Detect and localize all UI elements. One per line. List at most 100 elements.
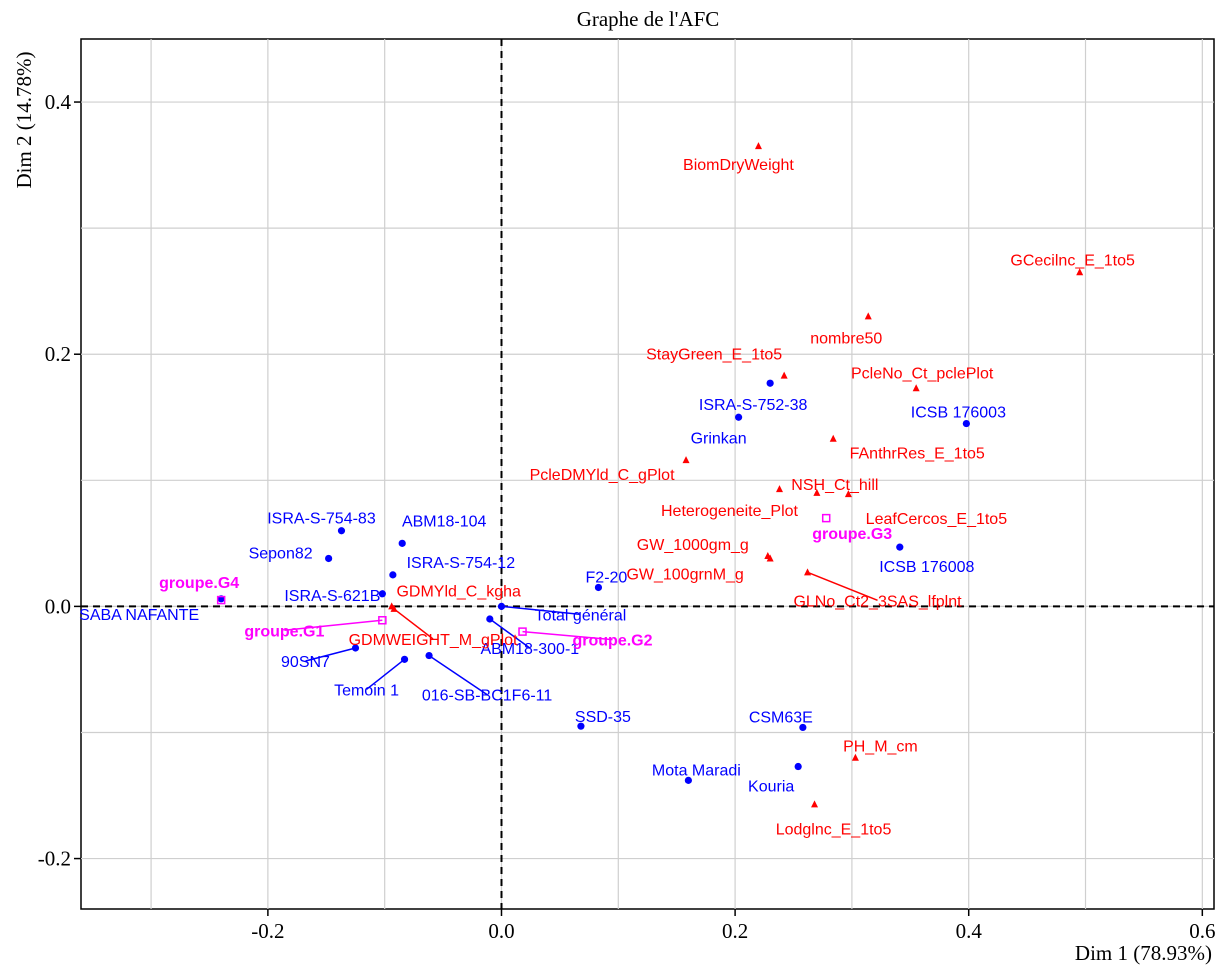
point-fanthrres-e-1to5: [829, 434, 837, 442]
label-pcleno-ct-pcleplot: PcleNo_Ct_pclePlot: [851, 365, 994, 382]
point-lodglnc-e-1to5: [811, 800, 819, 808]
x-tick-label: 0.0: [488, 919, 514, 943]
label-isra-s-754-12: ISRA-S-754-12: [407, 555, 516, 572]
label-groupe-g4: groupe.G4: [159, 575, 239, 592]
label-csm63e: CSM63E: [749, 709, 813, 726]
y-axis-title: Dim 2 (14.78%): [12, 51, 36, 188]
label-fanthrres-e-1to5: FAnthrRes_E_1to5: [850, 446, 985, 463]
plot-frame: [80, 38, 1215, 910]
label-gdmweight-m-gplot: GDMWEIGHT_M_gPlot: [349, 632, 518, 649]
label-sepon82: Sepon82: [249, 545, 313, 562]
point-gdmweight-m-gplot: [390, 604, 398, 612]
point-labels: SABA NAFANTE ISRA-S-754-83 Sepon82 ISRA-S-6…: [79, 157, 1135, 838]
point-ph-m-cm: [851, 753, 859, 761]
point-csm63e: [799, 723, 807, 732]
point-grinkan: [735, 413, 743, 421]
label-ph-m-cm: PH_M_cm: [843, 739, 918, 756]
point-icsb-176008: [896, 543, 904, 551]
y-tick-label: 0.0: [45, 594, 71, 618]
point-sepon82: [325, 554, 333, 563]
label-saba-nafante: SABA NAFANTE: [79, 607, 199, 624]
point-staygreen-e-1to5: [780, 371, 788, 379]
connector-abm18-300-1: [489, 618, 531, 649]
label-kouria: Kouria: [748, 779, 794, 796]
label-connectors: [284, 571, 878, 696]
label-groupe-g3: groupe.G3: [812, 526, 892, 543]
label-mota-maradi: Mota Maradi: [652, 762, 741, 779]
x-axis-title: Dim 1 (78.93%): [1075, 941, 1212, 965]
point-pcleno-ct-pcleplot: [912, 384, 920, 392]
connector-gdmweight-m-gplot: [393, 608, 434, 640]
point-gcecilnc-e-1to5: [1076, 268, 1084, 276]
point-leafcercos-e-1to5: [844, 490, 852, 498]
label-nombre50: nombre50: [810, 330, 882, 347]
x-tick-label: 0.2: [722, 919, 748, 943]
connector-groupe-g1: [284, 619, 383, 632]
label-total-g-n-ral: Total général: [535, 607, 627, 624]
point-isra-s-754-12: [389, 571, 397, 579]
label-016-sb-bc1f6-11: 016-SB-BC1F6-11: [422, 688, 553, 705]
label-f2-20: F2-20: [586, 569, 628, 586]
point-90sn7: [351, 644, 360, 652]
point-groupe-g4: [216, 595, 226, 605]
label-gw-100grnm-g: GW_100grnM_g: [626, 566, 743, 583]
grid: [81, 39, 1214, 909]
connector-90sn7: [305, 647, 356, 662]
label-groupe-g1: groupe.G1: [244, 623, 324, 640]
point-icsb-176003: [962, 419, 970, 428]
point-isra-s-752-38: [766, 379, 774, 387]
label-nsh-ct-hill: NSH_Ct_hill: [791, 477, 878, 494]
connector-glno-ct2-3sas-lfplnt: [807, 571, 878, 602]
label-biomdryweight: BiomDryWeight: [683, 157, 794, 174]
label-glno-ct2-3sas-lfplnt: GLNo_Ct2_3SAS_lfplnt: [793, 593, 962, 610]
label-gcecilnc-e-1to5: GCecilnc_E_1to5: [1010, 252, 1135, 269]
point-groupe-g3: [821, 513, 831, 523]
point-temoin-1: [400, 655, 409, 663]
data-points: [216, 142, 1084, 808]
label-gw-1000gm-g: GW_1000gm_g: [637, 537, 749, 554]
label-90sn7: 90SN7: [281, 654, 330, 671]
point-mota-maradi: [684, 776, 692, 784]
label-isra-s-754-83: ISRA-S-754-83: [267, 511, 376, 528]
label-ssd-35: SSD-35: [575, 709, 631, 726]
reference-lines: [81, 39, 1214, 909]
point-ssd-35: [577, 722, 585, 730]
point-biomdryweight: [754, 142, 762, 150]
point-glno-ct2-3sas-lfplnt: [804, 568, 812, 576]
label-abm18-300-1: ABM18-300-1: [480, 641, 579, 658]
label-leafcercos-e-1to5: LeafCercos_E_1to5: [866, 511, 1008, 528]
point-abm18-300-1: [486, 615, 494, 623]
point-016-sb-bc1f6-11: [425, 651, 433, 660]
point-isra-s-754-83: [337, 527, 346, 535]
point-isra-s-621b: [378, 590, 386, 598]
x-tick-label: -0.2: [251, 919, 284, 943]
label-pcledmyld-c-gplot: PcleDMYld_C_gPlot: [530, 467, 676, 484]
point-f2-20: [594, 583, 603, 592]
label-isra-s-752-38: ISRA-S-752-38: [699, 397, 808, 414]
label-icsb-176003: ICSB 176003: [911, 405, 1006, 422]
point-groupe-g1: [378, 616, 387, 625]
connector-total-g-n-ral: [501, 605, 581, 616]
label-groupe-g2: groupe.G2: [573, 633, 653, 650]
label-icsb-176008: ICSB 176008: [879, 559, 974, 576]
connector-temoin-1: [366, 658, 406, 690]
label-lodglnc-e-1to5: Lodglnc_E_1to5: [776, 821, 892, 838]
point-nsh-ct-hill: [813, 488, 821, 496]
chart-title: Graphe de l'AFC: [577, 7, 720, 31]
y-tick-label: -0.2: [38, 847, 71, 871]
y-tick-label: 0.2: [45, 342, 71, 366]
point-groupe-g2: [518, 627, 527, 636]
point-kouria: [794, 762, 802, 771]
label-gdmyld-c-kgha: GDMYld_C_kgha: [396, 583, 521, 600]
point-nombre50: [864, 312, 872, 320]
y-tick-label: 0.4: [45, 90, 72, 114]
point-gw-100grnm-g: [766, 554, 774, 562]
point-pcledmyld-c-gplot: [682, 456, 690, 464]
x-tick-label: 0.4: [956, 919, 983, 943]
connector-groupe-g2: [522, 630, 613, 641]
connector-016-sb-bc1f6-11: [428, 654, 488, 696]
point-abm18-104: [398, 539, 406, 547]
label-grinkan: Grinkan: [691, 430, 747, 447]
label-heterogeneite-plot: Heterogeneite_Plot: [661, 503, 799, 520]
